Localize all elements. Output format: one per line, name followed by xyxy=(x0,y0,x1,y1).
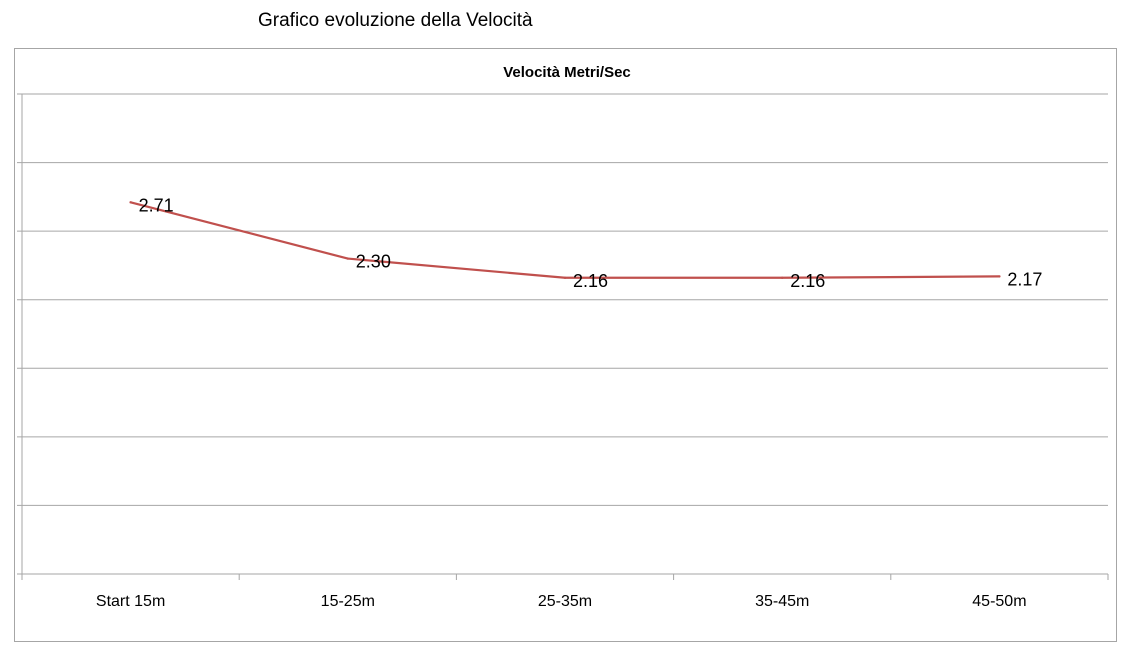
x-tick-label: 35-45m xyxy=(755,593,809,610)
data-point xyxy=(563,276,567,279)
data-point xyxy=(998,275,1001,278)
chart-title: Velocità Metri/Sec xyxy=(503,64,631,81)
data-point xyxy=(781,276,784,279)
data-label: 2.16 xyxy=(790,271,825,291)
data-point xyxy=(346,257,349,260)
x-tick-label: 25-35m xyxy=(538,593,592,610)
series-line xyxy=(130,201,1000,279)
data-label: 2.30 xyxy=(356,252,391,272)
data-label: 2.17 xyxy=(1007,269,1042,289)
x-tick-label: 45-50m xyxy=(972,593,1026,610)
data-label: 2.71 xyxy=(139,195,174,215)
series-line-group xyxy=(129,201,1001,279)
gridlines xyxy=(17,93,1108,506)
x-tick-label: 15-25m xyxy=(321,593,375,610)
x-axis: Start 15m 15-25m 25-35m 35-45m 45-50m xyxy=(17,94,1109,610)
page-heading: Grafico evoluzione della Velocità xyxy=(258,10,533,31)
line-chart: Velocità Metri/Sec Start 15m 15-25m 25-35m… xyxy=(17,64,1109,610)
chart-frame: Velocità Metri/Sec Start 15m 15-25m 25-35m… xyxy=(14,48,1117,642)
data-point xyxy=(129,201,132,204)
data-label: 2.16 xyxy=(573,271,608,291)
data-labels: 2.71 2.30 2.16 2.16 2.17 xyxy=(139,195,1043,290)
x-tick-label: Start 15m xyxy=(96,593,165,610)
